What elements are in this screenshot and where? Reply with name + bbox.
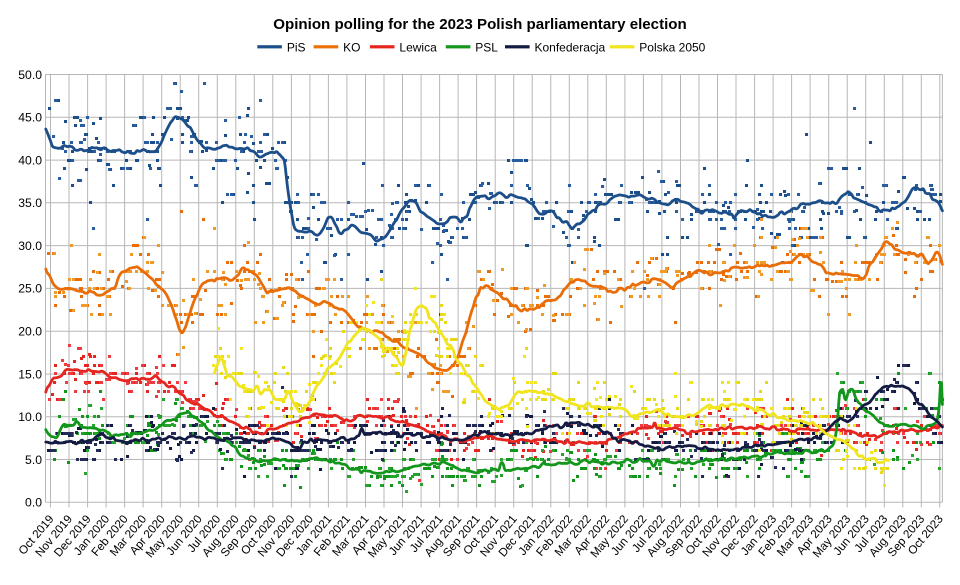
svg-text:Opinion polling for the 2023 P: Opinion polling for the 2023 Polish parl… bbox=[273, 16, 686, 33]
svg-text:35.0: 35.0 bbox=[18, 196, 42, 210]
svg-text:Lewica: Lewica bbox=[399, 41, 437, 55]
svg-text:PiS: PiS bbox=[287, 41, 306, 55]
svg-text:45.0: 45.0 bbox=[18, 111, 42, 125]
svg-text:40.0: 40.0 bbox=[18, 153, 42, 167]
svg-text:PSL: PSL bbox=[475, 41, 498, 55]
svg-text:20.0: 20.0 bbox=[18, 325, 42, 339]
svg-text:5.0: 5.0 bbox=[25, 453, 42, 467]
svg-text:30.0: 30.0 bbox=[18, 239, 42, 253]
svg-text:Polska 2050: Polska 2050 bbox=[639, 41, 705, 55]
svg-text:25.0: 25.0 bbox=[18, 282, 42, 296]
svg-text:Konfederacja: Konfederacja bbox=[535, 41, 606, 55]
svg-text:15.0: 15.0 bbox=[18, 367, 42, 381]
svg-text:0.0: 0.0 bbox=[25, 496, 42, 510]
svg-text:50.0: 50.0 bbox=[18, 68, 42, 82]
svg-text:KO: KO bbox=[343, 41, 360, 55]
svg-text:10.0: 10.0 bbox=[18, 410, 42, 424]
